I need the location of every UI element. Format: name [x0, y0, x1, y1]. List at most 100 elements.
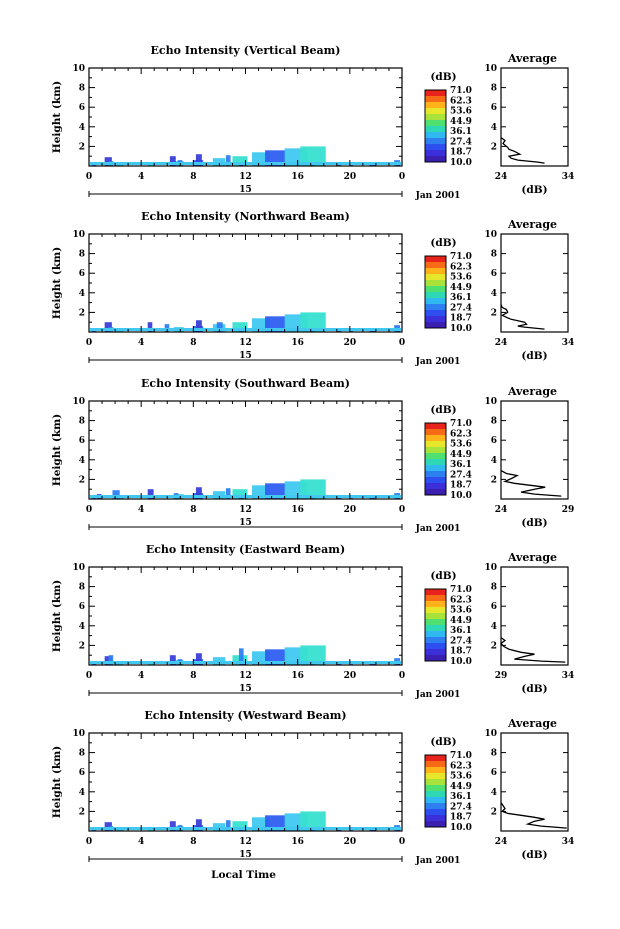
- x-tick-label: 0: [399, 505, 405, 515]
- date-day: 15: [239, 185, 252, 195]
- profile-y-tick-label: 2: [491, 142, 497, 152]
- profile-title: Average: [507, 385, 557, 398]
- colorbar-swatch: [425, 102, 446, 109]
- colorbar-swatch: [425, 589, 446, 596]
- plot-frame: [88, 400, 403, 500]
- colorbar-tick-label: 62.3: [450, 595, 472, 605]
- colorbar-tick-label: 10.0: [450, 491, 472, 501]
- y-tick-label: 2: [79, 142, 85, 152]
- profile-line: [500, 137, 545, 164]
- x-tick-label: 0: [86, 837, 92, 847]
- profile-y-tick-label: 10: [484, 230, 497, 240]
- y-axis-label: Height (km): [51, 81, 63, 153]
- y-tick-label: 2: [79, 308, 85, 318]
- colorbar-unit: (dB): [430, 570, 456, 582]
- panel-4: Echo Intensity (Eastward Beam) 2 4 6 8 10 Heig…: [51, 543, 574, 700]
- profile-frame: [500, 67, 569, 167]
- colorbar-tick-label: 44.9: [450, 616, 472, 626]
- x-tick-label: 20: [344, 172, 357, 182]
- date-month: Jan 2001: [415, 524, 461, 534]
- profile-line: [500, 304, 545, 330]
- colorbar-swatch: [425, 803, 446, 810]
- x-tick-label: 8: [190, 505, 196, 515]
- colorbar-tick-label: 44.9: [450, 450, 472, 460]
- colorbar-swatch: [425, 489, 446, 496]
- profile-y-tick-label: 4: [491, 456, 497, 466]
- profile-x-label: (dB): [521, 849, 547, 861]
- x-tick-label: 16: [291, 172, 304, 182]
- profile-x-tick-label: 34: [562, 338, 575, 348]
- profile-y-tick-label: 8: [491, 583, 497, 593]
- y-tick-label: 10: [72, 397, 85, 407]
- date-month: Jan 2001: [415, 191, 461, 201]
- colorbar-tick-label: 44.9: [450, 117, 472, 127]
- y-tick-label: 8: [79, 84, 85, 94]
- echo-mark: [112, 490, 120, 499]
- echo-mark: [349, 663, 354, 665]
- echo-mark: [225, 488, 231, 499]
- y-tick-label: 6: [79, 768, 85, 778]
- colorbar-swatch: [425, 310, 446, 317]
- colorbar-swatch: [425, 96, 446, 103]
- colorbar-swatch: [425, 785, 446, 792]
- echo-mark: [238, 648, 244, 665]
- colorbar-tick-label: 53.6: [450, 273, 472, 283]
- profile-x-tick-label: 29: [562, 505, 575, 515]
- colorbar-frame: [424, 754, 447, 828]
- profile-x-label: (dB): [521, 517, 547, 529]
- profile-x-tick-label: 34: [562, 671, 575, 681]
- echo-mark: [195, 653, 202, 665]
- profile-x-tick-label: 34: [562, 837, 575, 847]
- colorbar-tick-label: 27.4: [450, 802, 472, 812]
- colorbar-swatch: [425, 298, 446, 305]
- echo-mark: [195, 487, 202, 499]
- x-tick-label: 20: [344, 671, 357, 681]
- colorbar-tick-label: 10.0: [450, 324, 472, 334]
- y-axis-label: Height (km): [51, 247, 63, 319]
- colorbar-swatch: [425, 773, 446, 780]
- colorbar-tick-label: 10.0: [450, 158, 472, 168]
- profile-y-tick-label: 10: [484, 729, 497, 739]
- date-month: Jan 2001: [415, 856, 461, 866]
- profile-y-tick-label: 4: [491, 123, 497, 133]
- echo-mark: [238, 330, 244, 332]
- colorbar-swatch: [425, 649, 446, 656]
- colorbar-swatch: [425, 601, 446, 608]
- colorbar-unit: (dB): [430, 71, 456, 83]
- x-tick-label: 4: [138, 837, 144, 847]
- panel-title: Echo Intensity (Northward Beam): [141, 210, 350, 223]
- colorbar-tick-label: 71.0: [450, 585, 472, 595]
- colorbar-tick-label: 18.7: [450, 148, 472, 158]
- echo-mark: [225, 820, 231, 831]
- x-tick-label: 4: [138, 671, 144, 681]
- colorbar-swatch: [425, 423, 446, 430]
- colorbar-tick-label: 53.6: [450, 606, 472, 616]
- x-tick-label: 0: [86, 172, 92, 182]
- x-tick-label: 20: [344, 338, 357, 348]
- echo-mark: [300, 146, 326, 166]
- colorbar-swatch: [425, 150, 446, 157]
- echo-mark: [310, 829, 316, 831]
- echo-mark: [104, 656, 112, 665]
- x-tick-label: 0: [86, 505, 92, 515]
- x-tick-label: 12: [239, 338, 252, 348]
- echo-mark: [302, 663, 308, 665]
- colorbar-swatch: [425, 791, 446, 798]
- profile-y-tick-label: 6: [491, 436, 497, 446]
- echo-mark: [310, 164, 316, 166]
- colorbar-swatch: [425, 435, 446, 442]
- y-tick-label: 10: [72, 729, 85, 739]
- echo-mark: [310, 330, 316, 332]
- colorbar-swatch: [425, 643, 446, 650]
- colorbar-swatch: [425, 120, 446, 127]
- x-tick-label: 0: [399, 172, 405, 182]
- colorbar-tick-label: 36.1: [450, 127, 472, 137]
- profile-frame: [500, 233, 569, 333]
- profile-title: Average: [507, 218, 557, 231]
- profile-x-tick-label: 24: [495, 172, 508, 182]
- echo-mark: [104, 322, 112, 332]
- colorbar-swatch: [425, 761, 446, 768]
- profile-y-tick-label: 10: [484, 397, 497, 407]
- colorbar-swatch: [425, 90, 446, 97]
- echo-mark: [310, 663, 316, 665]
